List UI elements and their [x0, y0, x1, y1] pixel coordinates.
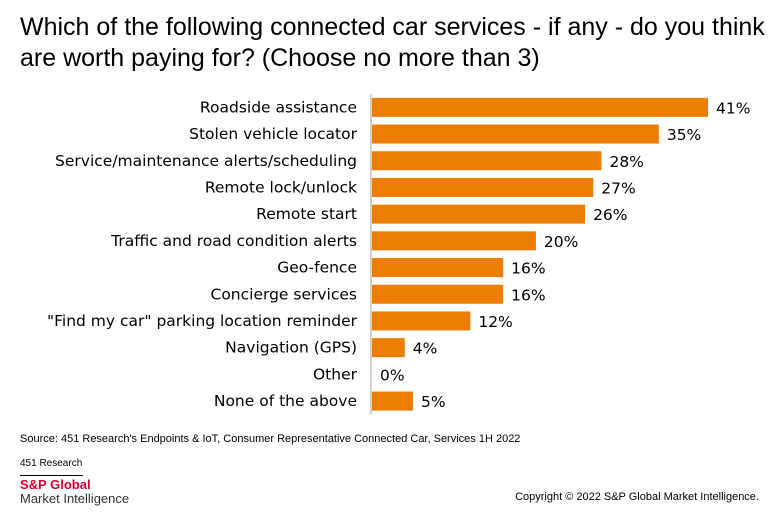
bar [372, 97, 708, 117]
data-label: 20% [544, 233, 578, 251]
brand-divider [20, 475, 83, 476]
data-label: 0% [380, 366, 405, 384]
source-note: Source: 451 Research's Endpoints & IoT, … [20, 433, 521, 445]
bar-chart: Roadside assistance 41% Stolen vehicle loc… [47, 94, 750, 415]
bar [372, 258, 504, 278]
category-label: Stolen vehicle locator [189, 125, 357, 143]
bar [372, 124, 659, 144]
data-label: 5% [421, 393, 446, 411]
chart-title: Which of the following connected car ser… [20, 13, 765, 72]
category-label: Other [313, 365, 358, 383]
data-label: 28% [609, 153, 643, 171]
category-label: Remote start [256, 205, 357, 223]
category-label: Traffic and road condition alerts [110, 232, 357, 250]
data-label: 12% [478, 313, 512, 331]
data-label: 41% [716, 99, 750, 117]
bar [372, 338, 405, 358]
data-label: 4% [413, 340, 438, 358]
category-label: Service/maintenance alerts/scheduling [55, 152, 357, 170]
bar [372, 284, 504, 304]
category-label: Concierge services [211, 285, 358, 303]
brand-logo-subtitle: Market Intelligence [20, 491, 130, 506]
data-label: 16% [511, 286, 545, 304]
bar [372, 151, 602, 171]
category-label: Geo-fence [277, 259, 357, 277]
data-label: 35% [667, 126, 701, 144]
bar [372, 231, 536, 251]
data-label: 16% [511, 260, 545, 278]
bar [372, 177, 594, 197]
bar [372, 311, 471, 331]
data-label: 26% [593, 206, 627, 224]
research-brand: 451 Research [20, 458, 83, 469]
brand-logo-name: S&P Global [20, 477, 91, 492]
bar [372, 204, 586, 224]
category-label: None of the above [214, 392, 357, 410]
data-label: 27% [601, 179, 635, 197]
category-label: Navigation (GPS) [225, 339, 357, 357]
copyright-note: Copyright © 2022 S&P Global Market Intel… [515, 491, 759, 503]
category-label: Roadside assistance [200, 98, 357, 116]
category-label: "Find my car" parking location reminder [47, 312, 358, 330]
bar [372, 391, 413, 411]
category-label: Remote lock/unlock [205, 178, 357, 196]
